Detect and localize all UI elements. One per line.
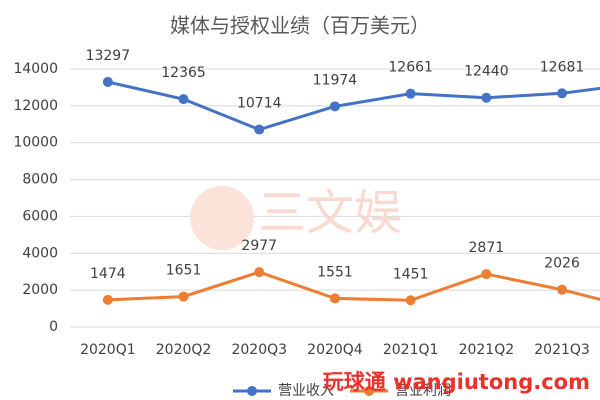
data-label: 13297 [86, 48, 131, 64]
x-tick-label: 2021Q2 [459, 342, 515, 358]
series-line [107, 80, 600, 132]
series-line [107, 270, 600, 302]
y-tick-label: 12000 [13, 98, 58, 114]
data-label: 1451 [393, 266, 429, 282]
point [557, 88, 568, 99]
data-label: 12440 [464, 64, 509, 80]
data-label: 1474 [90, 266, 126, 282]
point [329, 101, 340, 112]
y-tick-label: 6000 [22, 208, 58, 224]
legend-label: 营业收入 [278, 383, 334, 399]
point [329, 293, 340, 304]
y-tick-label: 0 [49, 319, 58, 335]
y-tick-label: 8000 [22, 172, 58, 188]
data-label: 1551 [317, 264, 353, 280]
x-tick-label: 2020Q4 [307, 342, 363, 358]
x-tick-label: 2020Q3 [231, 342, 287, 358]
point [254, 124, 265, 135]
point [557, 284, 568, 295]
point [405, 88, 416, 99]
point [481, 92, 492, 103]
point [481, 269, 492, 280]
data-label: 11974 [313, 72, 358, 88]
watermark-url: 玩球通 wangiutong.com [323, 370, 590, 394]
watermark-icon [190, 186, 254, 250]
point [102, 294, 113, 305]
data-label: 12365 [161, 65, 206, 81]
point [178, 291, 189, 302]
legend-label: 营业利润 [395, 383, 451, 399]
y-tick-label: 10000 [13, 135, 58, 151]
legend-marker [247, 386, 257, 396]
watermark-logo: 三文娱 [190, 185, 402, 250]
data-label: 10714 [237, 96, 282, 112]
data-label: 12681 [540, 59, 585, 75]
x-tick-label: 2021Q1 [383, 342, 439, 358]
x-tick-label: 2021Q3 [534, 342, 590, 358]
data-label: 12661 [388, 60, 433, 76]
x-tick-label: 2020Q1 [80, 342, 136, 358]
point [254, 267, 265, 278]
data-label: 2977 [241, 238, 277, 254]
point [405, 295, 416, 306]
chart-title: 媒体与授权业绩（百万美元） [170, 14, 430, 38]
data-label: 2871 [469, 240, 505, 256]
y-tick-label: 4000 [22, 245, 58, 261]
data-label: 2026 [544, 256, 580, 272]
data-label: 1651 [166, 263, 202, 279]
point [102, 76, 113, 87]
watermark-text: 三文娱 [258, 185, 402, 241]
legend-marker [364, 386, 374, 396]
y-tick-label: 14000 [13, 61, 58, 77]
x-tick-label: 2020Q2 [156, 342, 212, 358]
y-tick-label: 2000 [22, 282, 58, 298]
point [178, 94, 189, 105]
